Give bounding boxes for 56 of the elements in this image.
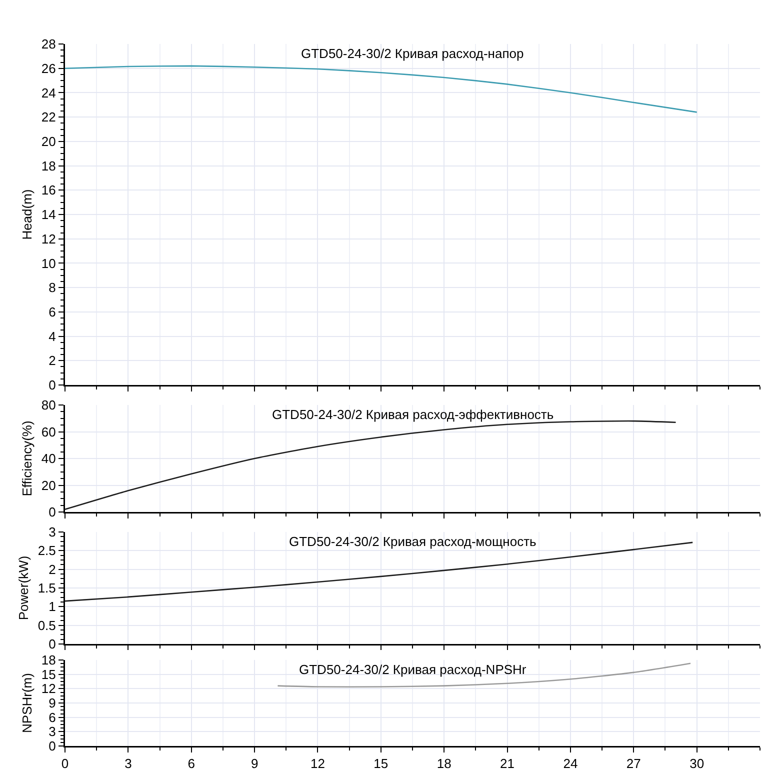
y-axis-title: NPSHr(m) <box>20 673 35 733</box>
chart-title: GTD50-24-30/2 Кривая расход-NPSHr <box>299 662 527 677</box>
chart-title: GTD50-24-30/2 Кривая расход-напор <box>301 46 524 61</box>
y-tick-label: 8 <box>48 280 56 296</box>
x-tick-label: 6 <box>188 756 195 772</box>
y-tick-label: 2 <box>48 562 56 577</box>
x-tick-label: 30 <box>690 756 704 772</box>
x-tick-label: 9 <box>250 756 258 772</box>
y-tick-label: 18 <box>41 652 56 668</box>
y-tick-label: 22 <box>41 110 56 125</box>
y-tick-label: 2.5 <box>38 543 56 558</box>
y-tick-label: 60 <box>41 424 56 440</box>
y-tick-label: 1 <box>48 599 56 614</box>
y-axis-title: Head(m) <box>20 189 35 240</box>
x-tick-label: 0 <box>61 756 69 772</box>
y-tick-label: 12 <box>41 231 56 246</box>
x-tick-label: 27 <box>626 756 641 772</box>
y-tick-label: 80 <box>41 398 56 413</box>
y-tick-label: 24 <box>41 85 56 100</box>
y-tick-label: 2 <box>48 353 56 368</box>
y-tick-label: 6 <box>48 710 56 725</box>
y-axis-title: Power(kW) <box>16 556 32 620</box>
line-series <box>277 662 692 688</box>
x-tick-label: 3 <box>124 756 132 772</box>
x-tick-label: 15 <box>374 756 388 772</box>
x-tick-label: 12 <box>310 756 325 772</box>
y-tick-label: 15 <box>41 666 56 682</box>
y-tick-label: 20 <box>41 134 56 149</box>
x-tick-label: 21 <box>500 756 515 772</box>
y-tick-label: 10 <box>41 256 56 271</box>
line-series <box>65 65 698 113</box>
y-tick-label: 0.5 <box>38 618 56 633</box>
y-tick-label: 12 <box>41 681 56 696</box>
y-tick-label: 0 <box>48 504 56 520</box>
y-tick-label: 9 <box>48 696 56 711</box>
y-tick-label: 40 <box>41 451 56 466</box>
y-tick-label: 0 <box>48 378 56 393</box>
chart-title: GTD50-24-30/2 Кривая расход-мощность <box>289 534 537 549</box>
y-tick-label: 14 <box>41 207 56 222</box>
y-tick-label: 28 <box>41 36 56 52</box>
y-tick-label: 0 <box>48 636 56 652</box>
y-tick-label: 4 <box>48 328 56 344</box>
x-tick-label: 24 <box>563 756 578 772</box>
y-tick-label: 3 <box>48 724 56 740</box>
y-tick-label: 18 <box>41 158 56 174</box>
line-series <box>65 420 676 510</box>
y-tick-label: 26 <box>41 60 56 76</box>
chart-title: GTD50-24-30/2 Кривая расход-эффективность <box>272 407 554 422</box>
y-tick-label: 6 <box>48 304 56 320</box>
y-axis-title: Efficiency(%) <box>20 420 35 496</box>
x-tick-label: 18 <box>436 756 452 772</box>
y-tick-label: 1.5 <box>38 580 56 596</box>
y-tick-label: 20 <box>41 478 56 493</box>
y-tick-label: 0 <box>48 738 56 754</box>
y-tick-label: 16 <box>41 182 56 198</box>
y-tick-label: 3 <box>48 524 56 540</box>
